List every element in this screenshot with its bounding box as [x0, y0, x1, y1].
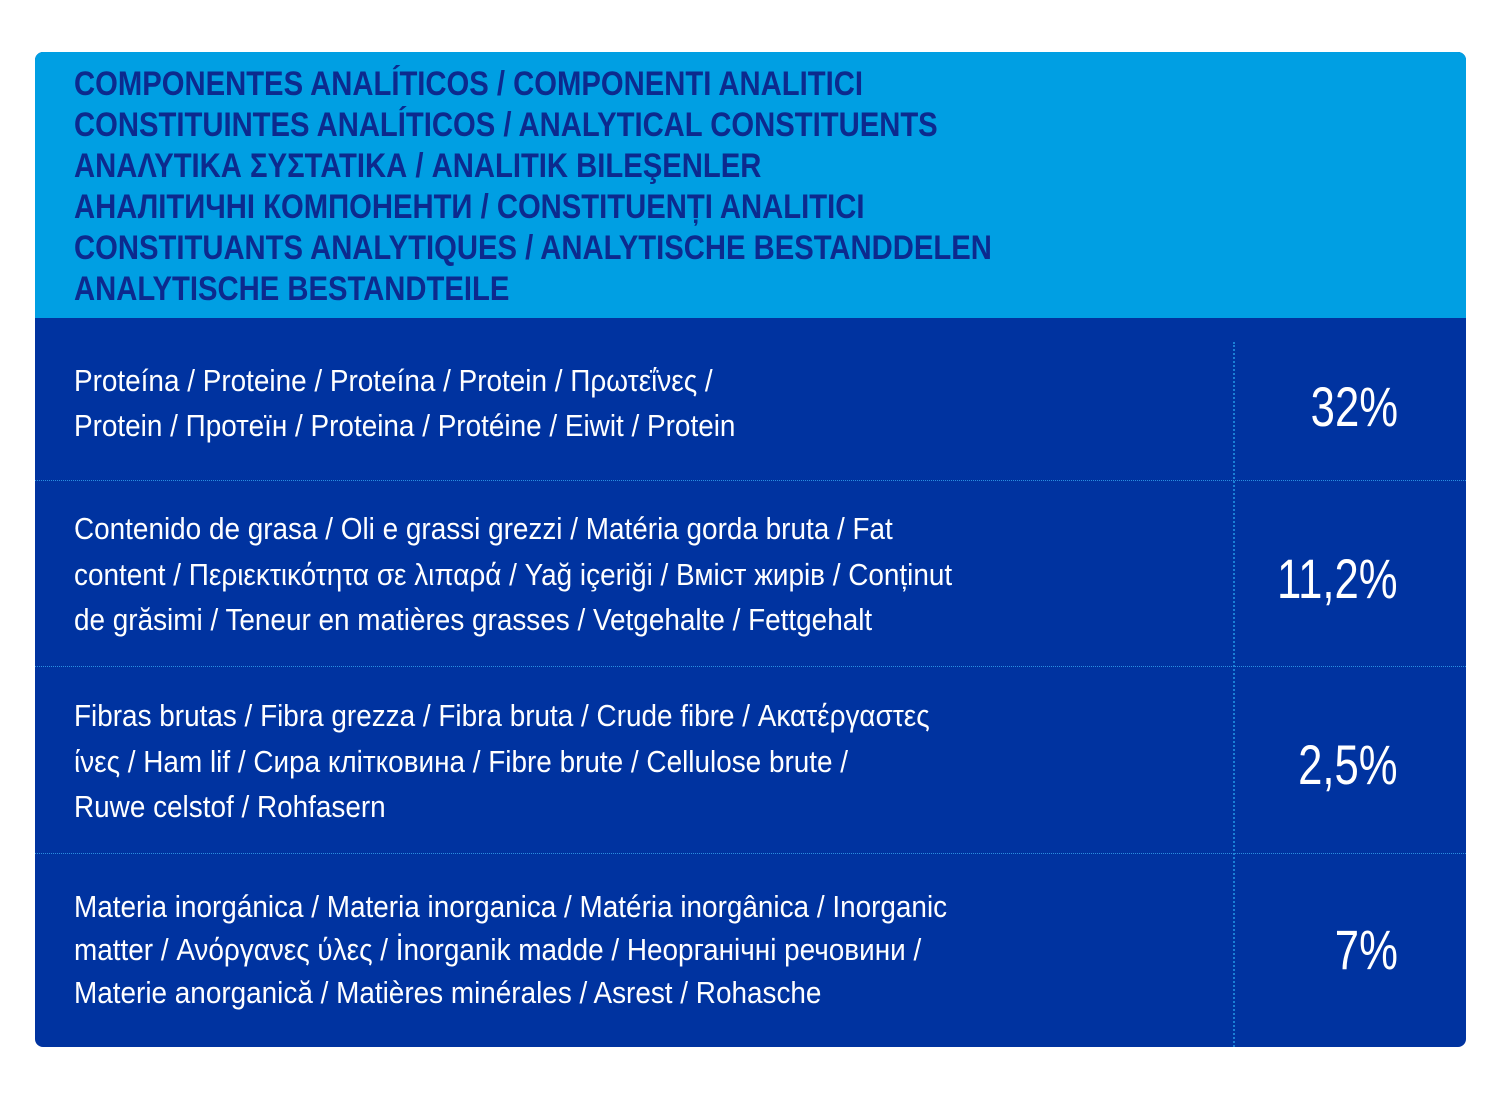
column-divider	[1233, 342, 1235, 1047]
row-label-line: de grăsimi / Teneur en matières grasses …	[74, 602, 873, 637]
row-label-line: Protein / Протеїн / Proteina / Protéine …	[74, 408, 736, 443]
header-line: АНАЛІТИЧНІ КОМПОНЕНТИ / CONSTITUENȚI ANA…	[74, 188, 865, 226]
row-label-line: ίνες / Ham lif / Сира клітковина / Fibre…	[74, 743, 849, 779]
analytical-constituents-table: COMPONENTES ANALÍTICOS / COMPONENTI ANAL…	[35, 52, 1466, 1047]
row-label-line: content / Περιεκτικότητα σε λιπαρά / Yağ…	[74, 556, 953, 592]
row-value: 7%	[1334, 918, 1398, 981]
row-label-line: Contenido de grasa / Oli e grassi grezzi…	[74, 511, 893, 546]
row-value: 32%	[1310, 375, 1398, 438]
table-row-fat: Contenido de grasa / Oli e grassi grezzi…	[35, 480, 1466, 667]
table-header: COMPONENTES ANALÍTICOS / COMPONENTI ANAL…	[35, 52, 1466, 318]
header-line: CONSTITUANTS ANALYTIQUES / ANALYTISCHE B…	[74, 229, 992, 267]
table-row-inorganic: Materia inorgánica / Materia inorganica …	[35, 853, 1466, 1047]
table-row-protein: Proteína / Proteine / Proteína / Protein…	[35, 318, 1466, 481]
table-row-fibre: Fibras brutas / Fibra grezza / Fibra bru…	[35, 666, 1466, 854]
header-line: CONSTITUINTES ANALÍTICOS / ANALYTICAL CO…	[74, 106, 938, 144]
row-value: 2,5%	[1298, 733, 1398, 796]
row-label-line: Materia inorgánica / Materia inorganica …	[74, 889, 948, 924]
row-label-line: matter / Ανόργανες ύλες / İnorganik madd…	[74, 932, 922, 967]
header-line: COMPONENTES ANALÍTICOS / COMPONENTI ANAL…	[74, 65, 863, 103]
row-label-line: Fibras brutas / Fibra grezza / Fibra bru…	[74, 698, 930, 733]
header-line: ΑΝΑΛΥΤΙΚΑ ΣΥΣΤΑΤΙΚΑ / ANALITIK BILEŞENLE…	[74, 147, 762, 185]
row-value: 11,2%	[1277, 547, 1398, 610]
row-label-line: Ruwe celstof / Rohfasern	[74, 789, 386, 824]
row-label-line: Materie anorganică / Matières minérales …	[74, 975, 822, 1010]
row-label-line: Proteína / Proteine / Proteína / Protein…	[74, 363, 713, 398]
header-line: ANALYTISCHE BESTANDTEILE	[74, 270, 510, 308]
